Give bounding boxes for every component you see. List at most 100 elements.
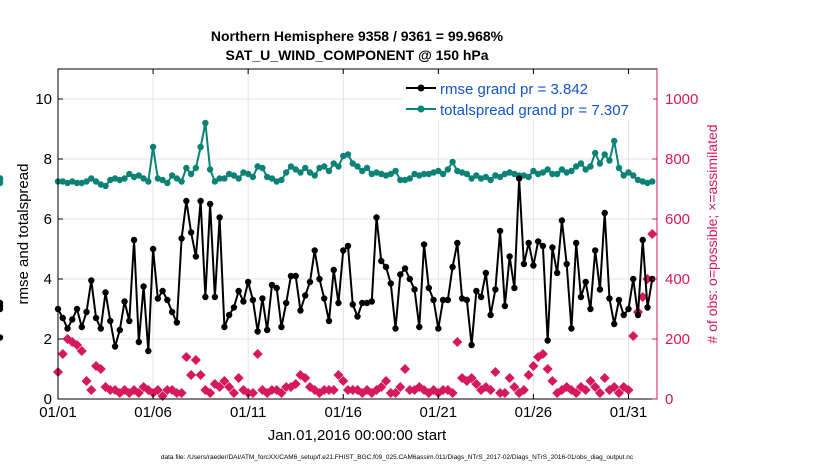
rmse-series-point [634, 311, 642, 319]
obs-marker [76, 345, 87, 357]
y-right-tick-label: 600 [665, 211, 690, 228]
totalspread-series-point [363, 164, 371, 172]
totalspread-series-point [73, 179, 81, 187]
totalspread-series-point [292, 166, 299, 173]
y-right-tick-label: 200 [665, 331, 690, 348]
rmse-series-point [463, 296, 471, 304]
rmse-series-point [225, 311, 233, 319]
rmse-series-point [344, 242, 352, 250]
totalspread-series-point [216, 175, 223, 182]
totalspread-series-point [344, 151, 352, 158]
obs-marker [81, 375, 92, 387]
totalspread-series-point [606, 157, 613, 164]
totalspread-series-point [321, 163, 328, 170]
obs-marker [290, 378, 301, 390]
totalspread-series-point [306, 169, 314, 176]
obs-marker [485, 384, 496, 396]
totalspread-series-point [530, 167, 537, 175]
legend: rmse grand pr = 3.842 totalspread grand … [403, 74, 653, 120]
rmse-series-point [401, 265, 409, 272]
obs-marker [300, 372, 311, 384]
x-axis-label: Jan.01,2016 00:00:00 start [268, 427, 447, 444]
rmse-series-point [135, 338, 143, 346]
obs-marker [95, 363, 106, 375]
totalspread-series-point [83, 178, 90, 185]
y-right-tick-label: 0 [665, 391, 673, 408]
obs-marker [571, 387, 582, 399]
totalspread-series-point [592, 149, 599, 157]
rmse-series-point [382, 263, 390, 271]
chart-title: Northern Hemisphere 9358 / 9361 = 99.968… [211, 28, 504, 44]
obs-marker [594, 387, 606, 399]
rmse-series-point [59, 314, 66, 322]
totalspread-series-point [159, 176, 166, 184]
obs-marker [537, 348, 548, 360]
obs-marker [395, 381, 406, 393]
rmse-series-point [582, 278, 589, 286]
rmse-series-point [630, 275, 637, 283]
obs-marker [599, 372, 610, 384]
totalspread-series-point [549, 170, 556, 178]
rmse-series-point [615, 296, 623, 304]
totalspread-series-point [544, 166, 551, 173]
rmse-series-point [340, 247, 347, 254]
rmse-series-point [164, 296, 171, 304]
y-left-tick-label: 6 [44, 211, 52, 228]
rmse-series-point [397, 271, 404, 278]
legend-rmse-marker [417, 84, 425, 92]
obs-marker [590, 381, 601, 393]
totalspread-series-point [197, 143, 204, 151]
rmse-series-point [435, 325, 442, 332]
footer-data-file: data file: /Users/raeder/DAI/ATM_forcXX/… [161, 454, 634, 461]
obs-marker [328, 384, 339, 396]
rmse-series-point [496, 227, 504, 235]
rmse-series-point [449, 263, 456, 271]
obs-marker [447, 387, 458, 399]
rmse-series-line [57, 177, 654, 352]
totalspread-series-point [406, 175, 413, 182]
rmse-series-point [69, 316, 76, 323]
obs-marker [224, 381, 235, 393]
rmse-series-point [644, 304, 651, 311]
rmse-series-point [492, 286, 499, 293]
rmse-series-point [0, 334, 4, 341]
axes: 01/01 01/06 01/11 01/16 01/21 01/26 01/31 0 2 4 6 8… [35, 69, 698, 421]
rmse-series-point [387, 280, 394, 287]
rmse-series-point [278, 323, 285, 331]
totalspread-series-point [596, 160, 604, 167]
rmse-series-point [487, 311, 494, 319]
totalspread-series-point [135, 172, 143, 179]
rmse-series-point [216, 214, 223, 221]
totalspread-series-point [335, 163, 342, 170]
obs-marker [233, 372, 244, 384]
totalspread-series-point [439, 170, 447, 178]
legend-totalspread-marker [417, 105, 425, 113]
rmse-series-point [587, 305, 594, 313]
x-tick-label: 01/16 [324, 404, 362, 421]
rmse-series-point [425, 284, 433, 292]
totalspread-series-point [463, 170, 471, 178]
rmse-series-point [563, 260, 570, 268]
rmse-series-point [416, 323, 423, 331]
rmse-series-point [173, 319, 181, 326]
totalspread-series-point [192, 164, 200, 172]
totalspread-series-point [572, 163, 580, 170]
rmse-series-point [202, 293, 209, 301]
rmse-series-point [235, 287, 242, 295]
obs-marker [333, 369, 344, 381]
rmse-series-point [292, 272, 299, 280]
rmse-series-point [126, 317, 133, 325]
obs-marker [228, 387, 239, 399]
obs-marker [152, 384, 163, 396]
totalspread-series-point [278, 176, 285, 184]
totalspread-series-point [387, 170, 394, 178]
totalspread-series-point [487, 176, 494, 184]
rmse-series-point [477, 293, 485, 301]
totalspread-series-point [553, 170, 561, 178]
rmse-series-point [506, 253, 513, 260]
totalspread-series-point [359, 167, 366, 175]
totalspread-series-point [577, 160, 585, 167]
totalspread-series-point [102, 182, 109, 190]
obs-marker [613, 387, 625, 399]
totalspread-series-point [582, 166, 589, 173]
